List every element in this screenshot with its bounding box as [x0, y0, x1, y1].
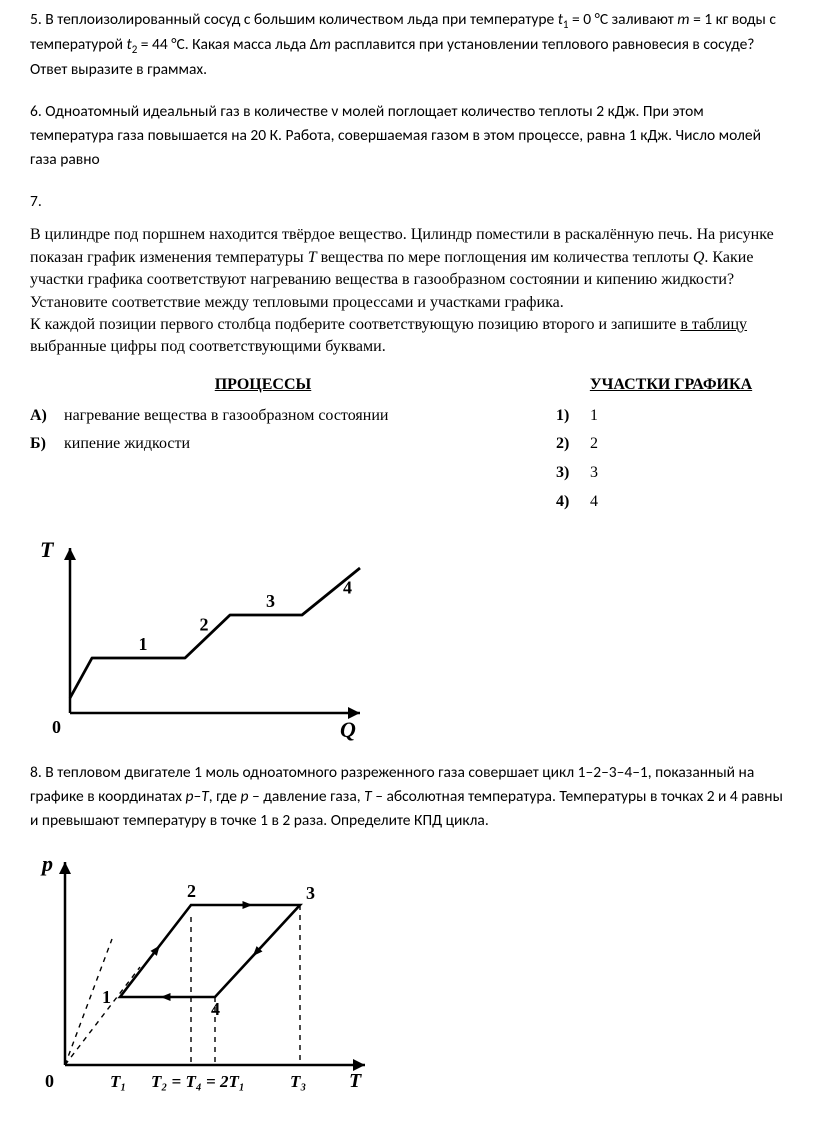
q7-opt-2: 2) 2 — [556, 432, 786, 457]
question-8: 8. В тепловом двигателе 1 моль одноатомн… — [30, 761, 786, 1092]
q8-num: 8. — [30, 763, 42, 782]
q7-seg-header: УЧАСТКИ ГРАФИКА — [556, 373, 786, 398]
svg-text:0: 0 — [52, 717, 61, 737]
q7-num: 7. — [30, 190, 786, 214]
q5-pa: В теплоизолированный сосуд с большим кол… — [45, 10, 557, 29]
svg-text:3: 3 — [306, 883, 315, 903]
q7-row-B: Б) кипение жидкости — [30, 432, 496, 457]
q7-A-txt: нагревание вещества в газообразном состо… — [64, 404, 388, 429]
svg-text:1: 1 — [102, 987, 111, 1007]
svg-text:T: T — [349, 1070, 362, 1092]
q6-num: 6. — [30, 102, 42, 121]
q7-opt-1: 1) 1 — [556, 404, 786, 429]
q7-opt-1-val: 1 — [590, 404, 598, 429]
svg-text:Q: Q — [340, 717, 356, 742]
question-6: 6. Одноатомный идеальный газ в количеств… — [30, 100, 786, 172]
q7-row-A: А) нагревание вещества в газообразном со… — [30, 404, 496, 429]
svg-text:T: T — [40, 537, 55, 562]
q5-dm: m — [319, 35, 331, 54]
q7-line2b: выбранные цифры под соответствующими бук… — [30, 338, 386, 355]
q5-num: 5. — [30, 10, 42, 29]
q7-line2: К каждой позиции первого столбца подбери… — [30, 316, 680, 333]
q7-T: T — [308, 249, 317, 266]
svg-text:4: 4 — [211, 999, 220, 1019]
svg-text:3: 3 — [266, 591, 275, 611]
q7-opt-2-num: 2) — [556, 432, 580, 457]
q5-m: m — [677, 10, 689, 29]
q7-A-lbl: А) — [30, 404, 54, 429]
svg-text:0: 0 — [45, 1071, 54, 1091]
q8-c: – давление газа, — [248, 787, 364, 806]
q8-T: T — [201, 787, 209, 806]
q7-intro-b: вещества по мере поглощения им количеств… — [317, 249, 693, 266]
q7-segments-col: УЧАСТКИ ГРАФИКА 1) 1 2) 2 3) 3 4) 4 — [556, 373, 786, 519]
svg-text:T₂ = T₄ = 2T₁: T₂ = T₄ = 2T₁ — [151, 1072, 245, 1091]
svg-text:T₃: T₃ — [290, 1072, 306, 1091]
q5-t2eq: = 44 °C. Какая масса льда Δ — [137, 35, 318, 54]
svg-text:4: 4 — [343, 577, 352, 597]
q7-Q: Q — [693, 249, 705, 266]
question-5: 5. В теплоизолированный сосуд с большим … — [30, 8, 786, 82]
q7-intro: В цилиндре под поршнем находится твёрдое… — [30, 224, 786, 358]
q5-t1eq: = 0 °C заливают — [568, 10, 677, 29]
q7-graph-svg: T Q 0 1 2 3 4 — [30, 533, 380, 743]
svg-text:T₁: T₁ — [110, 1072, 126, 1091]
q6-text: Одноатомный идеальный газ в количестве ν… — [30, 102, 761, 169]
q7-opt-4-num: 4) — [556, 490, 580, 515]
q7-opt-3-num: 3) — [556, 461, 580, 486]
svg-text:2: 2 — [187, 881, 196, 901]
q7-proc-header: ПРОЦЕССЫ — [30, 373, 496, 398]
q7-opt-1-num: 1) — [556, 404, 580, 429]
q7-B-lbl: Б) — [30, 432, 54, 457]
q7-B-txt: кипение жидкости — [64, 432, 190, 457]
q7-opt-4-val: 4 — [590, 490, 598, 515]
q8-T2: T — [364, 787, 372, 806]
svg-text:p: p — [40, 851, 53, 876]
q7-opt-2-val: 2 — [590, 432, 598, 457]
q8-graph-svg: 1 2 3 4 p T 0 T₁ T₂ = T₄ = 2T₁ T₃ — [30, 847, 375, 1092]
q7-opt-4: 4) 4 — [556, 490, 786, 515]
q7-line2u: в таблицу — [680, 316, 747, 333]
q7-opt-3-val: 3 — [590, 461, 598, 486]
svg-text:2: 2 — [200, 614, 209, 634]
q8-graph: 1 2 3 4 p T 0 T₁ T₂ = T₄ = 2T₁ T₃ — [30, 847, 786, 1092]
svg-text:1: 1 — [139, 634, 148, 654]
q7-graph: T Q 0 1 2 3 4 — [30, 533, 786, 743]
q7-opt-3: 3) 3 — [556, 461, 786, 486]
question-7: 7. В цилиндре под поршнем находится твёр… — [30, 190, 786, 742]
q7-columns: ПРОЦЕССЫ А) нагревание вещества в газооб… — [30, 373, 786, 519]
q7-processes-col: ПРОЦЕССЫ А) нагревание вещества в газооб… — [30, 373, 496, 519]
q8-b: , где — [209, 787, 241, 806]
